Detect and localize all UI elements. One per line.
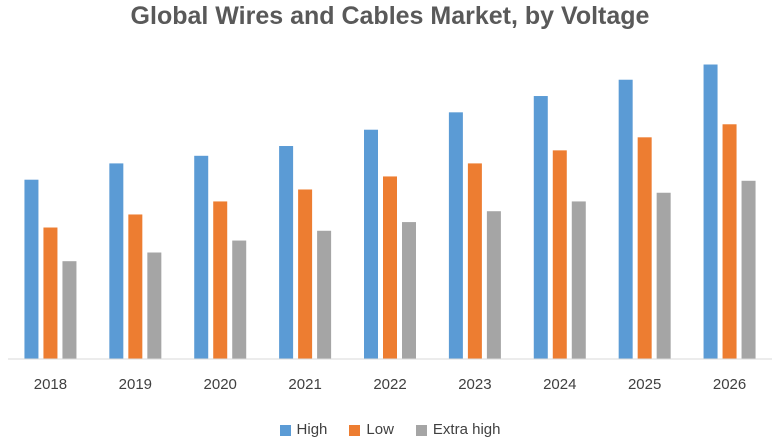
bar-extra-high-2026 [741, 180, 756, 359]
bar-extra-high-2020 [232, 240, 247, 359]
bar-extra-high-2023 [486, 211, 501, 359]
x-tick-label: 2019 [119, 376, 152, 393]
x-tick-labels: 2018 2019 2020 2021 2022 2023 2024 2025 2026 [34, 376, 746, 393]
bar-low-2018 [43, 227, 58, 359]
chart-title: Global Wires and Cables Market, by Volta… [130, 2, 650, 30]
x-tick-label: 2025 [628, 376, 661, 393]
bar-high-2025 [618, 79, 633, 359]
bar-high-2020 [194, 155, 209, 359]
legend-swatch [279, 424, 291, 436]
x-tick-label: 2018 [34, 376, 67, 393]
legend-label: Extra high [432, 421, 501, 438]
bar-extra-high-2021 [317, 230, 332, 359]
bar-extra-high-2022 [402, 222, 416, 359]
bar-high-2023 [448, 112, 463, 360]
x-tick-label: 2020 [204, 376, 237, 393]
bar-high-2026 [703, 64, 718, 359]
bar-high-2022 [364, 129, 378, 359]
bar-low-2025 [637, 137, 652, 359]
bar-low-2026 [722, 124, 737, 359]
legend-label: Low [366, 421, 394, 438]
bar-high-2024 [533, 96, 548, 359]
bar-extra-high-2025 [656, 192, 671, 359]
legend-swatch [349, 424, 361, 436]
bar-extra-high-2019 [147, 252, 162, 359]
legend-item-extra-high: Extra high [415, 420, 501, 440]
x-tick-label: 2023 [458, 376, 491, 393]
bar-low-2024 [552, 150, 567, 359]
x-tick-label: 2021 [288, 376, 321, 393]
bar-extra-high-2018 [62, 261, 77, 359]
bar-low-2019 [128, 214, 143, 359]
x-tick-label: 2026 [713, 376, 746, 393]
x-tick-label: 2024 [543, 376, 576, 393]
bar-high-2018 [24, 179, 39, 359]
legend-item-low: Low [349, 420, 394, 440]
legend-swatch [415, 424, 427, 436]
legend-label: High [296, 421, 328, 438]
legend: High Low Extra high [0, 420, 780, 440]
bar-high-2021 [279, 146, 294, 359]
bar-low-2023 [467, 163, 482, 359]
x-tick-label: 2022 [373, 376, 406, 393]
bars-layer [24, 64, 756, 360]
bar-low-2020 [213, 201, 228, 359]
legend-item-high: High [279, 420, 328, 440]
bar-low-2021 [298, 189, 313, 359]
bar-low-2022 [383, 176, 397, 359]
bar-extra-high-2024 [571, 201, 586, 359]
bar-high-2019 [109, 163, 124, 359]
